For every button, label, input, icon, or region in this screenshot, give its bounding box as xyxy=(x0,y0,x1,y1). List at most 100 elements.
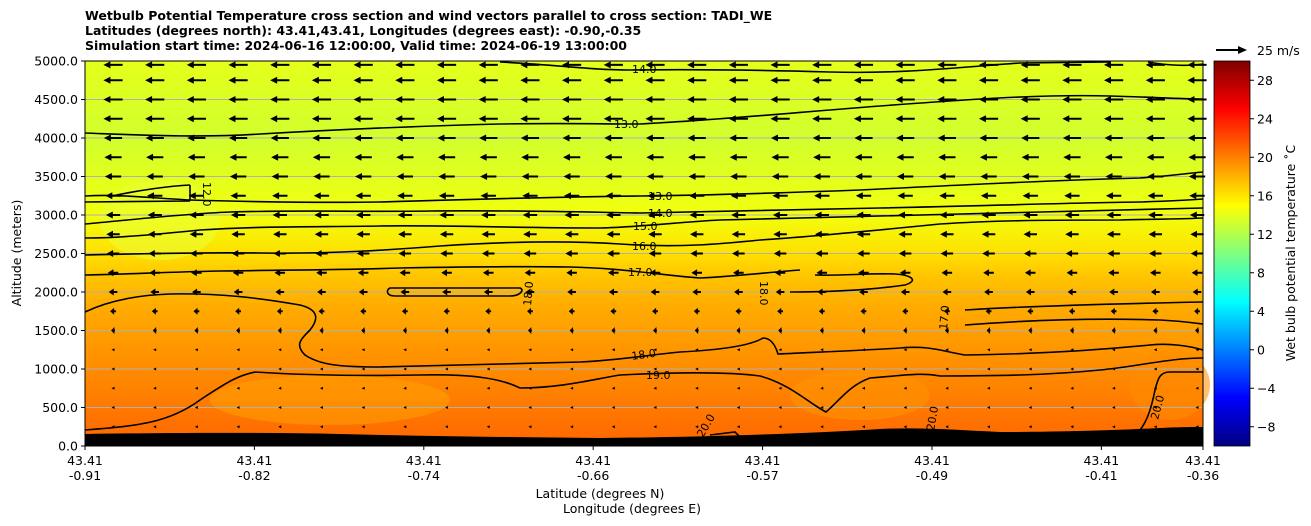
wind-vector xyxy=(278,367,282,371)
wind-vector xyxy=(111,327,115,334)
colorbar-tick-label: 0 xyxy=(1257,342,1265,357)
contour-18-left xyxy=(84,293,1204,368)
wind-vector xyxy=(940,230,954,238)
wind-vector xyxy=(236,425,240,429)
wind-vector xyxy=(228,61,248,69)
wind-vector xyxy=(735,307,742,315)
wind-vector xyxy=(316,269,327,277)
wind-vector xyxy=(274,269,286,277)
wind-vector xyxy=(647,192,663,200)
wind-vector xyxy=(603,76,623,84)
wind-vector xyxy=(483,288,493,296)
x-tick-label-lat: 43.41 xyxy=(1083,453,1119,468)
colorbar-label: Wet bulb potential temperature ˚C xyxy=(1283,144,1298,361)
wind-vector xyxy=(854,134,873,142)
wind-vector xyxy=(605,192,621,200)
contour-16 xyxy=(84,217,1204,256)
wind-vector xyxy=(357,269,369,277)
wind-vector xyxy=(356,230,370,238)
wind-vector xyxy=(945,425,949,429)
wind-vector xyxy=(606,230,621,238)
wind-vector xyxy=(1109,288,1118,296)
wind-vector xyxy=(1195,327,1199,334)
wind-vector xyxy=(319,348,323,352)
wind-vector xyxy=(278,406,282,409)
wind-vector xyxy=(978,115,999,123)
wind-vector xyxy=(820,367,824,371)
wind-vector xyxy=(403,348,407,352)
wind-vector xyxy=(770,61,790,69)
wind-vector xyxy=(229,173,247,180)
wind-vector xyxy=(317,288,326,296)
wind-vector xyxy=(521,173,539,180)
wind-vector xyxy=(395,115,415,123)
wind-vector xyxy=(236,367,240,371)
wind-vector xyxy=(1028,367,1032,371)
contour-20-right xyxy=(1139,371,1203,431)
wind-vector xyxy=(778,348,782,352)
wind-vector xyxy=(896,173,914,180)
wind-vector xyxy=(319,386,323,390)
wind-vector xyxy=(940,250,954,257)
wind-vector xyxy=(315,250,328,257)
warm-patch xyxy=(790,370,930,420)
wind-vector xyxy=(439,230,454,238)
contour-label: 18.0 xyxy=(757,281,770,306)
contour-12-blob xyxy=(111,184,191,197)
colorbar-ticks: −8 −4 0 4 8 12 16 20 24 28 xyxy=(1250,73,1275,434)
wind-vector xyxy=(1070,348,1074,352)
wind-vector xyxy=(480,173,497,180)
wind-vector xyxy=(361,348,365,352)
wind-vector xyxy=(1028,327,1033,334)
wind-vector xyxy=(481,250,495,257)
wind-vector xyxy=(314,230,329,238)
wind-vector xyxy=(395,61,415,69)
wind-vector xyxy=(687,115,707,123)
wind-vector xyxy=(1112,425,1116,429)
wind-vector xyxy=(276,307,283,315)
wind-vector xyxy=(103,96,123,103)
wind-vector xyxy=(147,192,163,200)
wind-vector xyxy=(395,76,415,84)
wind-vector xyxy=(778,425,782,429)
wind-vector xyxy=(605,173,622,180)
wind-vector xyxy=(981,230,996,238)
wind-vector xyxy=(611,367,615,371)
wind-vector xyxy=(153,367,157,371)
wind-vector xyxy=(314,211,329,219)
wind-vector xyxy=(353,76,373,84)
wind-vector xyxy=(230,192,246,200)
colorbar-tick-label: 8 xyxy=(1257,265,1265,280)
wind-vector xyxy=(695,386,699,390)
plot-area: 14.0 13.0 12.0 13.0 14.0 15.0 16.0 17.0 … xyxy=(84,60,1210,447)
wind-vector xyxy=(270,76,290,84)
wind-vector xyxy=(1069,307,1075,315)
wind-vector xyxy=(562,61,582,69)
wind-vector xyxy=(1146,153,1164,161)
wind-vector xyxy=(1070,406,1074,409)
wind-vector xyxy=(903,367,907,371)
wind-vector xyxy=(479,153,497,161)
wind-vector xyxy=(400,288,410,296)
wind-vector xyxy=(982,250,995,257)
wind-vector xyxy=(938,173,956,180)
wind-vector xyxy=(445,425,449,429)
wind-vector xyxy=(1104,134,1123,142)
wind-vector xyxy=(354,153,372,161)
wind-vector xyxy=(1147,192,1163,200)
wind-vector xyxy=(438,173,455,180)
wind-vector xyxy=(1112,406,1116,409)
wind-vector xyxy=(1190,230,1204,238)
wind-vector xyxy=(987,367,991,371)
wind-vector xyxy=(398,250,412,257)
title-line-3: Simulation start time: 2024-06-16 12:00:… xyxy=(85,38,627,53)
wind-vector xyxy=(271,173,288,180)
wind-vector xyxy=(228,134,248,142)
wind-vector xyxy=(645,134,665,142)
wind-vector xyxy=(436,76,457,84)
x-axis-label-lon: Longitude (degrees E) xyxy=(563,501,701,516)
wind-vector xyxy=(774,269,786,277)
wind-vector xyxy=(987,348,991,352)
x-tick-label-lat: 43.41 xyxy=(67,453,103,468)
wind-vector xyxy=(311,76,332,84)
